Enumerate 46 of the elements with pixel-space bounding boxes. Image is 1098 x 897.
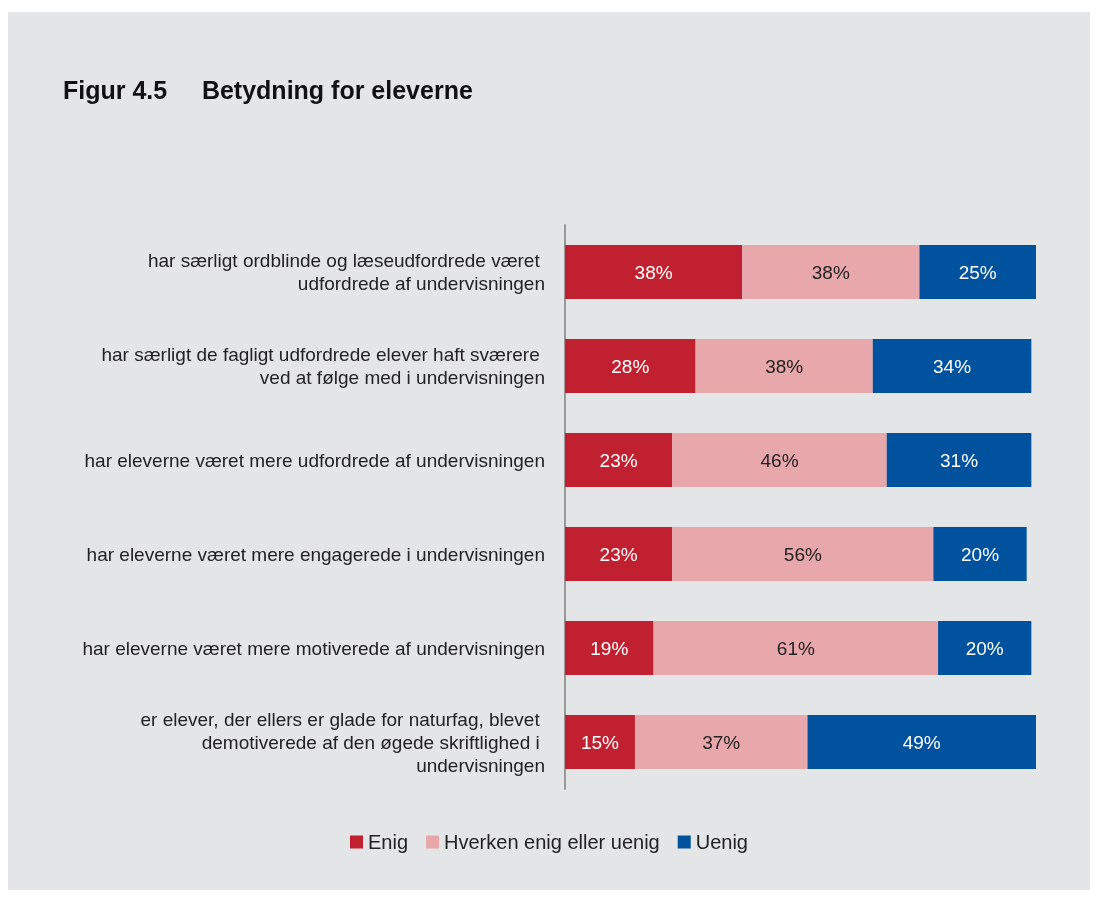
y-tick-label: er elever, der ellers er glade for naturfag, blevet demotiverede af den øgede skriftlighed i undervisningen — [140, 708, 545, 776]
bar — [565, 621, 654, 675]
bar — [565, 245, 743, 299]
legend-label: Uenig — [695, 831, 748, 853]
bar — [653, 621, 939, 675]
data-label: 19% — [590, 637, 629, 659]
y-tick-label: har særligt ordblinde og læseudfordrede været udfordrede af undervisningen — [147, 250, 545, 294]
data-label: 37% — [702, 731, 741, 753]
data-label: 38% — [634, 261, 673, 283]
legend-label: Enig — [368, 831, 409, 853]
data-label: 28% — [611, 355, 650, 377]
y-tick-label: har eleverne været mere engagerede i undervisningen — [86, 543, 545, 565]
bar — [634, 715, 808, 769]
bar — [872, 339, 1032, 393]
bar — [938, 621, 1032, 675]
data-label: 31% — [940, 449, 979, 471]
bar — [565, 715, 635, 769]
bar — [933, 527, 1027, 581]
bar — [565, 527, 673, 581]
bar — [672, 433, 887, 487]
data-label: 23% — [599, 543, 638, 565]
legend-label: Hverken enig eller uenig — [444, 831, 660, 853]
data-label: 46% — [760, 449, 799, 471]
data-label: 61% — [776, 637, 815, 659]
bar — [886, 433, 1032, 487]
bar — [695, 339, 873, 393]
data-label: 20% — [961, 543, 1000, 565]
data-label: 25% — [958, 261, 997, 283]
bar — [742, 245, 920, 299]
bar — [919, 245, 1036, 299]
data-label: 15% — [580, 731, 620, 753]
y-tick-label: har særligt de fagligt udfordrede elever haft sværere ved at følge med i undervisningen — [101, 344, 545, 388]
bar — [565, 339, 696, 393]
data-label: 38% — [765, 355, 804, 377]
y-tick-label: har eleverne været mere motiverede af undervisningen — [82, 637, 545, 659]
y-tick-label: har eleverne været mere udfordrede af undervisningen — [84, 449, 545, 471]
data-label: 34% — [933, 355, 972, 377]
bar — [807, 715, 1036, 769]
bar — [565, 433, 673, 487]
data-label: 20% — [965, 637, 1004, 659]
data-label: 38% — [811, 261, 850, 283]
data-label: 49% — [902, 731, 941, 753]
text: Figur 4.5 Betydning for eleverne — [63, 75, 473, 104]
data-label: 56% — [783, 543, 822, 565]
data-label: 23% — [599, 449, 638, 471]
bar — [672, 527, 934, 581]
